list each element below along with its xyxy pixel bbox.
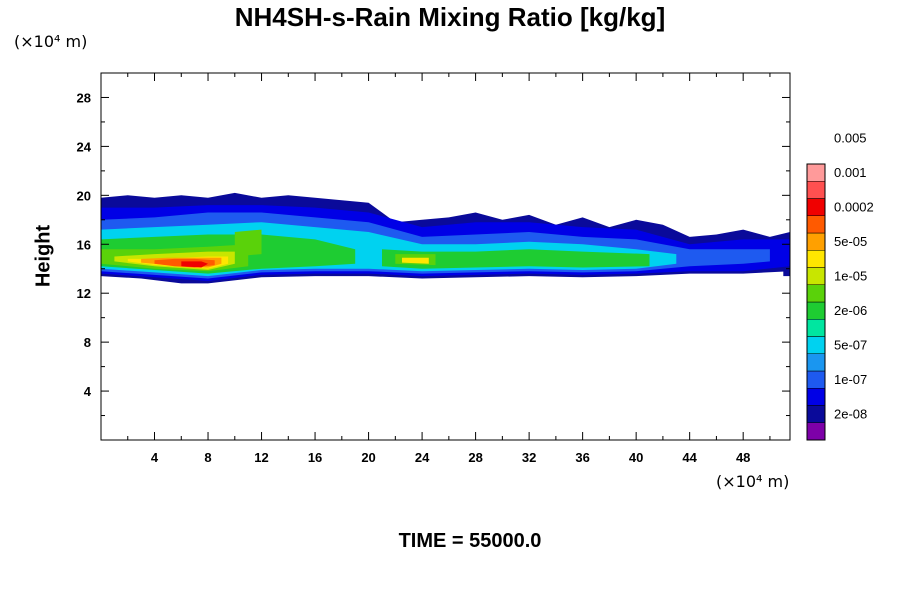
contour-region-15 [783,270,790,277]
plot-frame [100,72,791,441]
x-tick-label: 28 [468,450,482,465]
contour-region-7 [234,229,262,257]
x-tick-label: 44 [682,450,697,465]
y-tick-label: 28 [77,90,91,105]
x-tick-label: 36 [575,450,589,465]
colorbar-swatch [806,353,826,372]
colorbar-label: 0.005 [834,131,867,146]
chart-title: NH4SH-s-Rain Mixing Ratio [kg/kg] [234,2,666,32]
colorbar-swatch [806,181,826,199]
contour-region-5 [382,249,650,269]
colorbar-label: 2e-06 [834,303,867,318]
x-tick-label: 48 [736,450,750,465]
contour-region-14 [181,261,208,268]
colorbar-label: 5e-05 [834,234,867,249]
colorbar-swatch [806,388,826,406]
y-tick-label: 12 [77,286,91,301]
colorbar-frame [806,163,826,441]
colorbar-swatch [806,284,826,303]
y-tick-label: 16 [77,237,91,252]
colorbar-swatch [806,250,826,268]
y-tick-label: 20 [77,188,91,203]
colorbar-label: 0.0002 [834,200,874,215]
colorbar-swatch [806,215,826,234]
y-axis-unit: (×10⁴ m) [14,32,88,51]
time-label: TIME = 55000.0 [398,530,542,552]
colorbar-swatch [806,163,826,182]
x-axis-unit: (×10⁴ m) [716,472,790,491]
colorbar-swatch [806,319,826,337]
colorbar-swatch [806,198,826,216]
y-tick-label: 8 [84,335,91,350]
y-tick-label: 24 [77,139,92,154]
colorbar-label: 1e-05 [834,269,867,284]
x-tick-label: 40 [629,450,643,465]
colorbar-swatch [806,422,826,441]
x-tick-label: 4 [151,450,159,465]
colorbar-swatch [806,405,826,423]
x-tick-label: 16 [308,450,322,465]
colorbar-label: 0.001 [834,165,867,180]
x-tick-label: 24 [415,450,430,465]
colorbar-label: 1e-07 [834,372,867,387]
x-tick-label: 32 [522,450,536,465]
colorbar-swatch [806,232,826,251]
colorbar-swatch [806,267,826,285]
colorbar-swatch [806,301,826,320]
x-tick-label: 20 [361,450,375,465]
contour-region-11 [402,257,429,264]
y-tick-label: 4 [84,384,92,399]
colorbar-label: 2e-08 [834,407,867,422]
field-contours [101,192,790,284]
x-tick-label: 12 [254,450,268,465]
colorbar-label: 5e-07 [834,338,867,353]
colorbar-swatch [806,370,826,389]
x-tick-label: 8 [204,450,211,465]
colorbar-swatch [806,336,826,354]
